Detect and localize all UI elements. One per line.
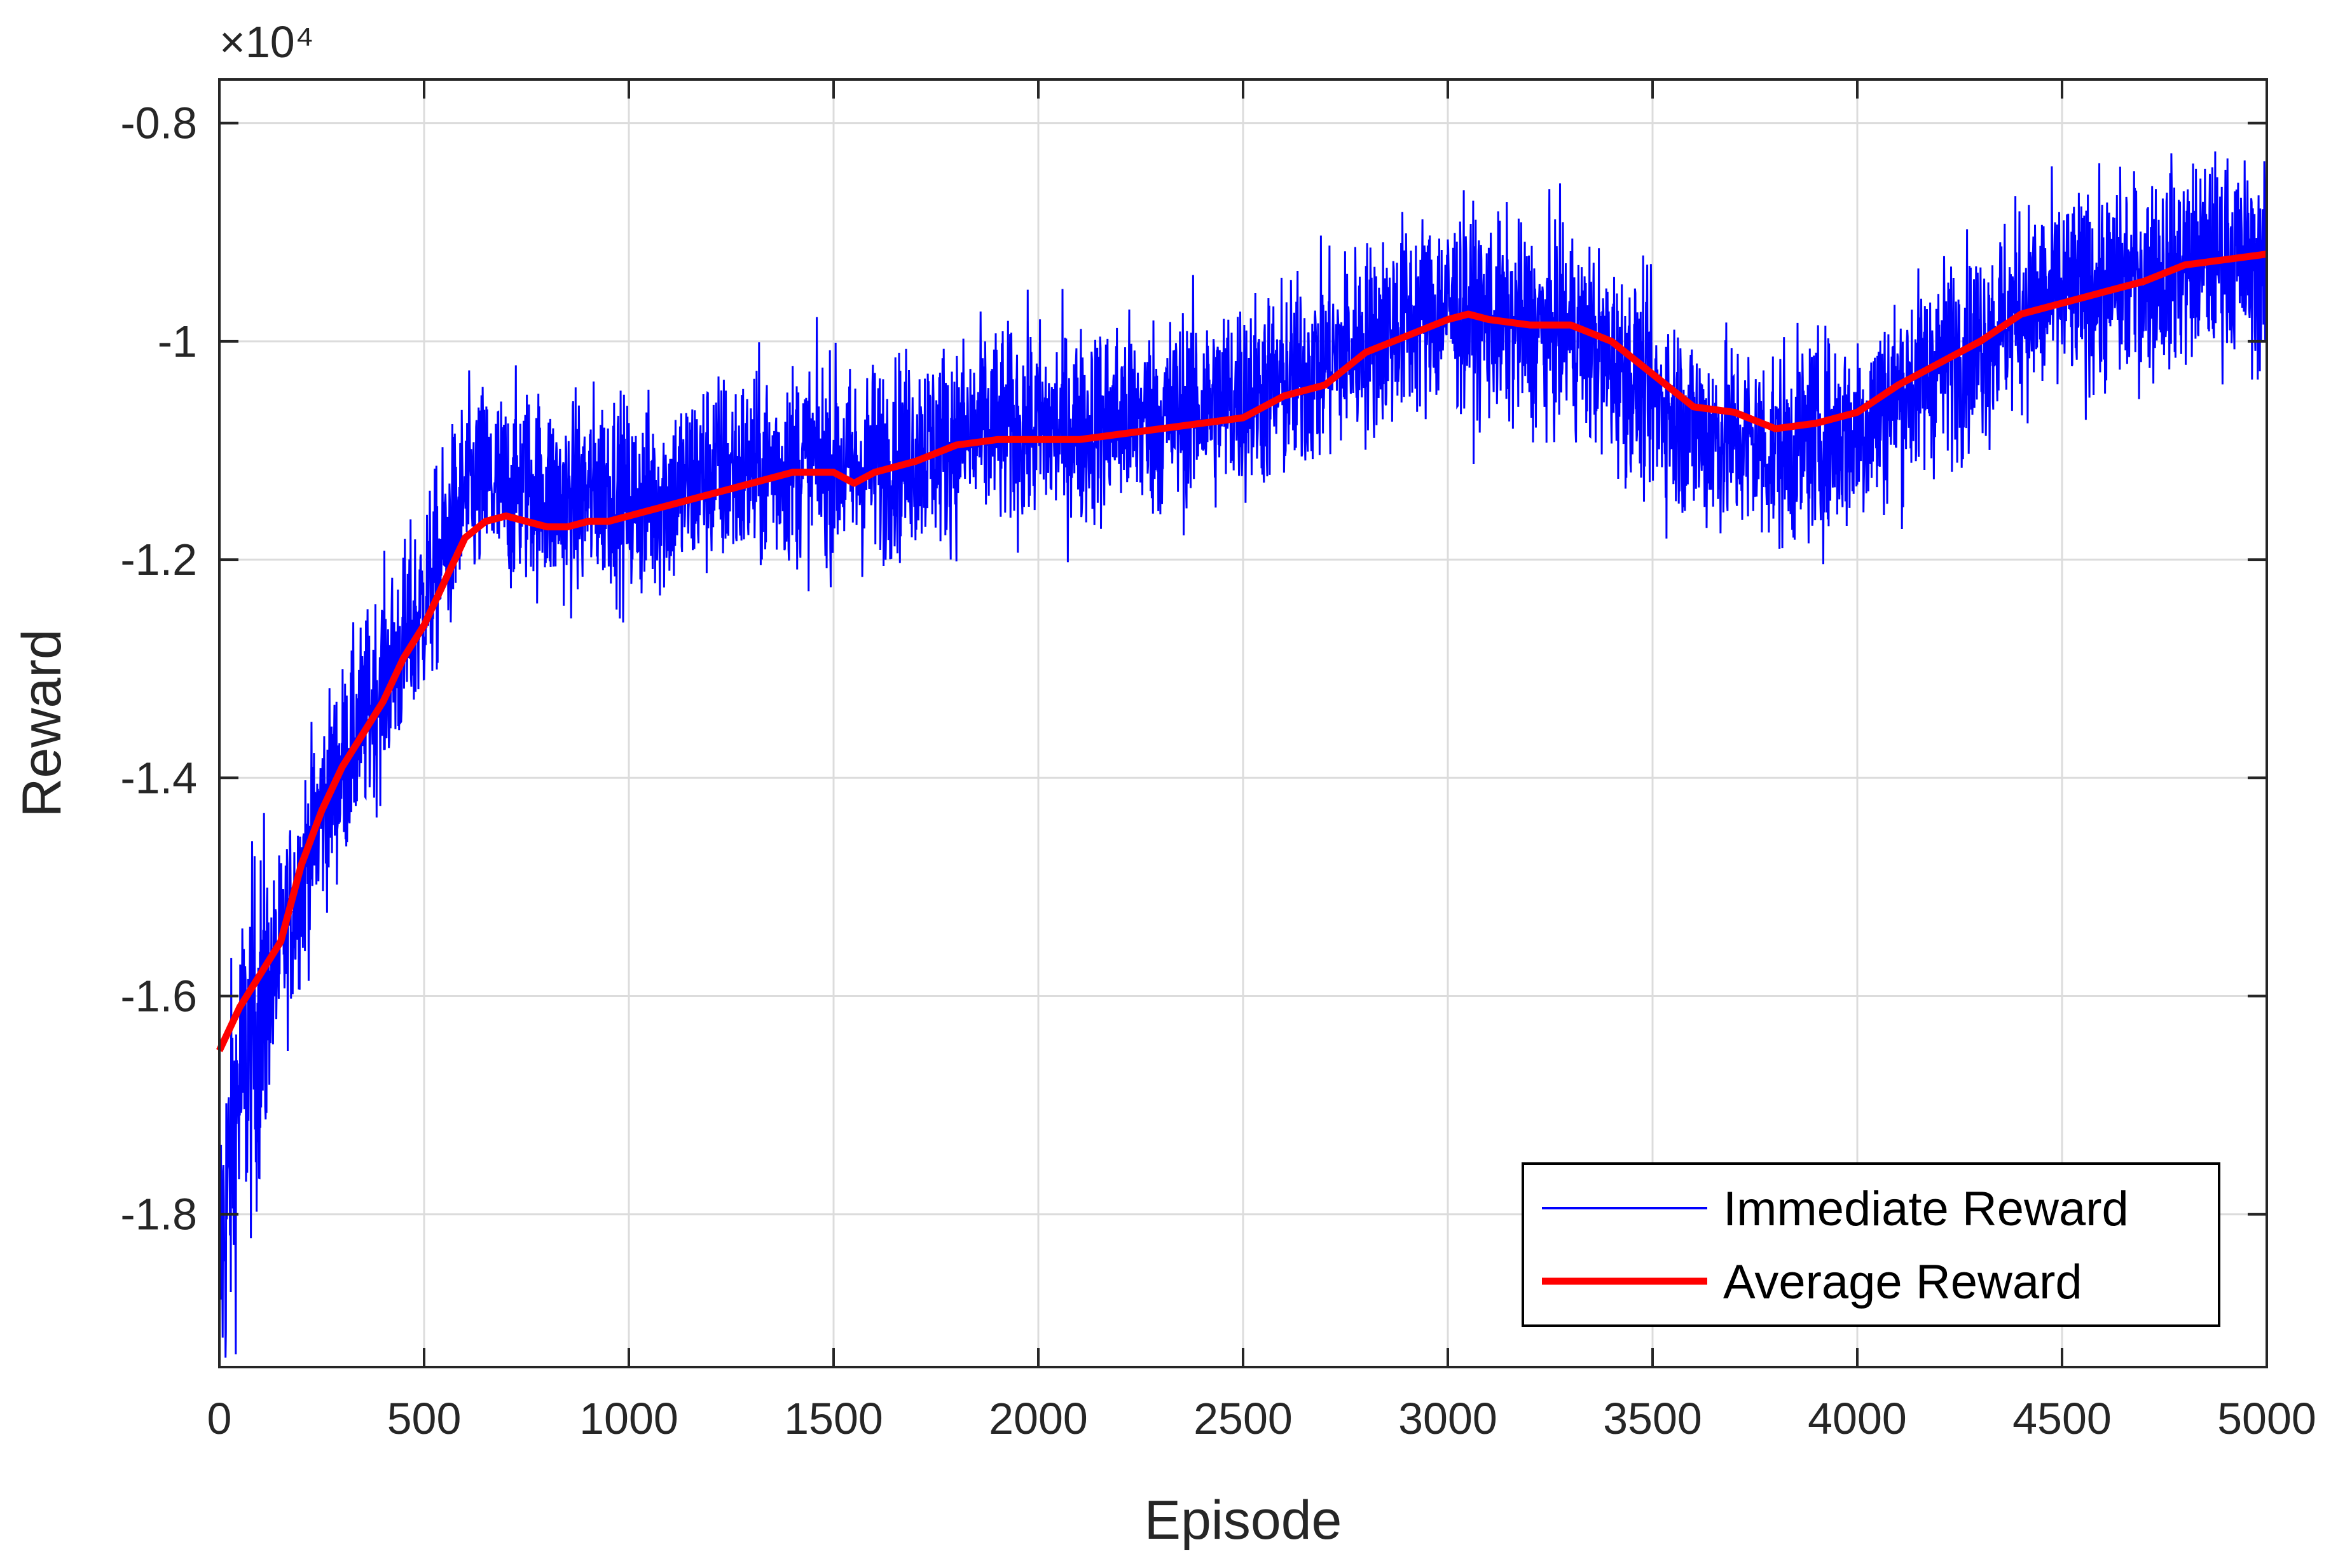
y-tick-label: -1.2 — [120, 535, 197, 584]
y-tick-label: -1.4 — [120, 753, 197, 802]
axis-ticks: 0 500 1000 1500 2000 2500 3000 3500 4000 4500 5000… — [120, 79, 2316, 1443]
x-tick-label: 3000 — [1398, 1394, 1497, 1443]
y-tick-label: -1.6 — [120, 972, 197, 1021]
legend: Immediate Reward Average Reward — [1522, 1162, 2220, 1327]
legend-label-average-reward: Average Reward — [1723, 1255, 2082, 1309]
y-tick-label: -1 — [158, 317, 197, 366]
x-tick-label: 2500 — [1193, 1394, 1293, 1443]
x-axis-title: Episode — [1145, 1490, 1342, 1551]
x-tick-label: 5000 — [2217, 1394, 2316, 1443]
legend-label-immediate-reward: Immediate Reward — [1723, 1182, 2129, 1236]
x-tick-label: 1000 — [579, 1394, 678, 1443]
x-tick-label: 4500 — [2012, 1394, 2112, 1443]
y-tick-label: -0.8 — [120, 99, 197, 148]
legend-box — [1522, 1162, 2220, 1327]
series-layer — [216, 151, 2268, 1358]
y-axis-multiplier: ×10⁴ — [219, 17, 314, 67]
y-axis-title: Reward — [11, 629, 72, 817]
y-tick-label: -1.8 — [120, 1190, 197, 1239]
x-tick-label: 0 — [207, 1394, 232, 1443]
x-tick-label: 1500 — [784, 1394, 883, 1443]
x-tick-label: 3500 — [1603, 1394, 1702, 1443]
x-tick-label: 2000 — [989, 1394, 1088, 1443]
x-tick-label: 500 — [387, 1394, 462, 1443]
series-line-average-reward — [216, 251, 2267, 1052]
x-tick-label: 4000 — [1808, 1394, 1907, 1443]
